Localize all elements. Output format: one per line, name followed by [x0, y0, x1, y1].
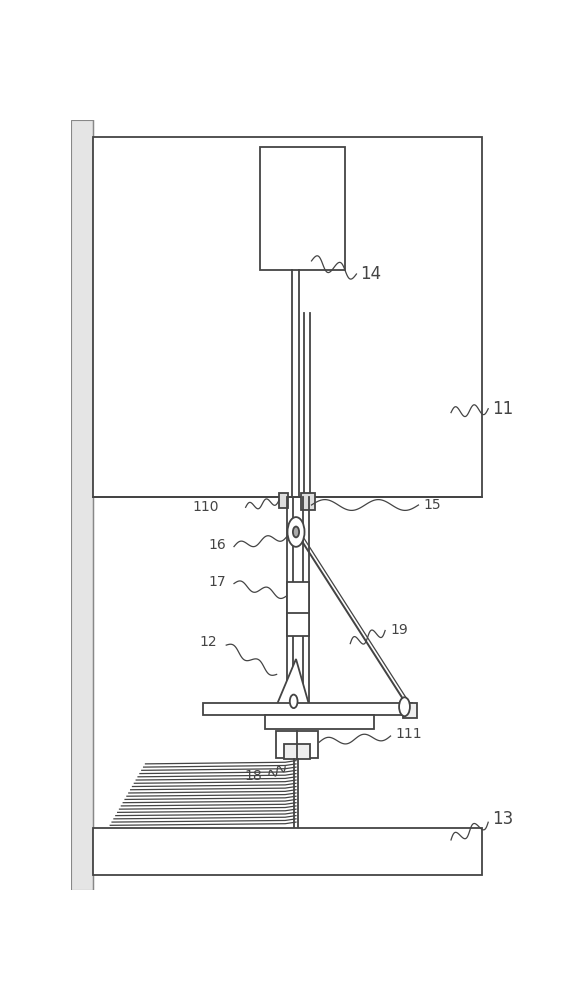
Bar	[284, 744, 310, 759]
Circle shape	[293, 527, 299, 537]
Bar	[259, 147, 345, 270]
Text: 111: 111	[395, 727, 422, 741]
Bar	[403, 703, 417, 718]
Text: 16: 16	[209, 538, 226, 552]
Text: 19: 19	[390, 623, 408, 637]
Polygon shape	[276, 659, 309, 705]
Bar	[203, 703, 412, 715]
Bar	[279, 493, 288, 508]
Text: 13: 13	[492, 810, 514, 828]
Bar	[71, 120, 93, 890]
Text: 11: 11	[492, 400, 514, 418]
Text: 17: 17	[209, 575, 226, 589]
Bar	[265, 715, 373, 729]
Circle shape	[399, 697, 410, 716]
Circle shape	[290, 695, 298, 708]
Text: 14: 14	[360, 265, 381, 283]
Bar	[276, 731, 317, 758]
Circle shape	[287, 517, 304, 547]
Bar	[287, 582, 309, 636]
Bar	[93, 137, 482, 497]
Bar	[300, 493, 315, 510]
Text: 18: 18	[245, 769, 263, 783]
Text: 12: 12	[200, 635, 217, 649]
Bar	[93, 828, 482, 875]
Text: 15: 15	[424, 498, 442, 512]
Text: 110: 110	[192, 500, 218, 514]
